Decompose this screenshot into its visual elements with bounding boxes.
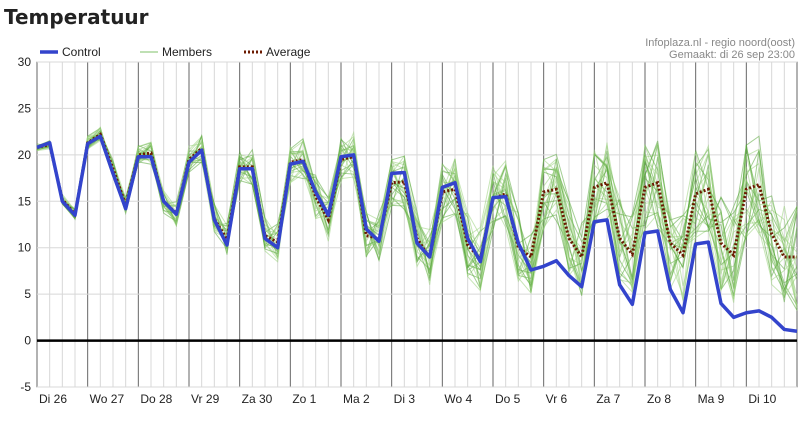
x-tick-label: Vr 29 — [191, 392, 220, 406]
control-line — [36, 134, 798, 334]
chart-title: Temperatuur — [4, 5, 149, 29]
y-tick-label: 30 — [18, 55, 32, 69]
x-tick-label: Ma 2 — [343, 392, 370, 406]
source-text: Infoplaza.nl - regio noord(oost) — [645, 37, 795, 49]
created-text: Gemaakt: di 26 sep 23:00 — [669, 49, 795, 61]
legend-label-control: Control — [62, 45, 101, 59]
x-tick-label: Do 5 — [495, 392, 521, 406]
y-tick-label: 5 — [24, 287, 31, 301]
x-tick-label: Do 28 — [140, 392, 172, 406]
x-tick-label: Za 30 — [242, 392, 273, 406]
x-tick-label: Di 26 — [39, 392, 67, 406]
x-tick-label: Ma 9 — [698, 392, 725, 406]
legend-label-average: Average — [266, 45, 311, 59]
y-tick-label: 0 — [24, 334, 31, 348]
legend-label-members: Members — [162, 45, 212, 59]
y-tick-label: 10 — [18, 241, 32, 255]
x-tick-label: Di 3 — [394, 392, 416, 406]
member-line — [36, 127, 798, 306]
x-tick-label: Zo 1 — [292, 392, 316, 406]
x-tick-label: Di 10 — [748, 392, 776, 406]
x-tick-label: Za 7 — [596, 392, 620, 406]
y-tick-label: 25 — [18, 101, 32, 115]
legend: Control Members Average — [40, 45, 311, 59]
member-line — [36, 129, 798, 284]
y-tick-label: 15 — [18, 194, 32, 208]
x-tick-label: Zo 8 — [647, 392, 671, 406]
y-tick-label: 20 — [18, 148, 32, 162]
y-tick-label: -5 — [20, 380, 31, 394]
x-tick-label: Wo 27 — [90, 392, 125, 406]
x-tick-label: Vr 6 — [546, 392, 568, 406]
x-tick-label: Wo 4 — [444, 392, 472, 406]
